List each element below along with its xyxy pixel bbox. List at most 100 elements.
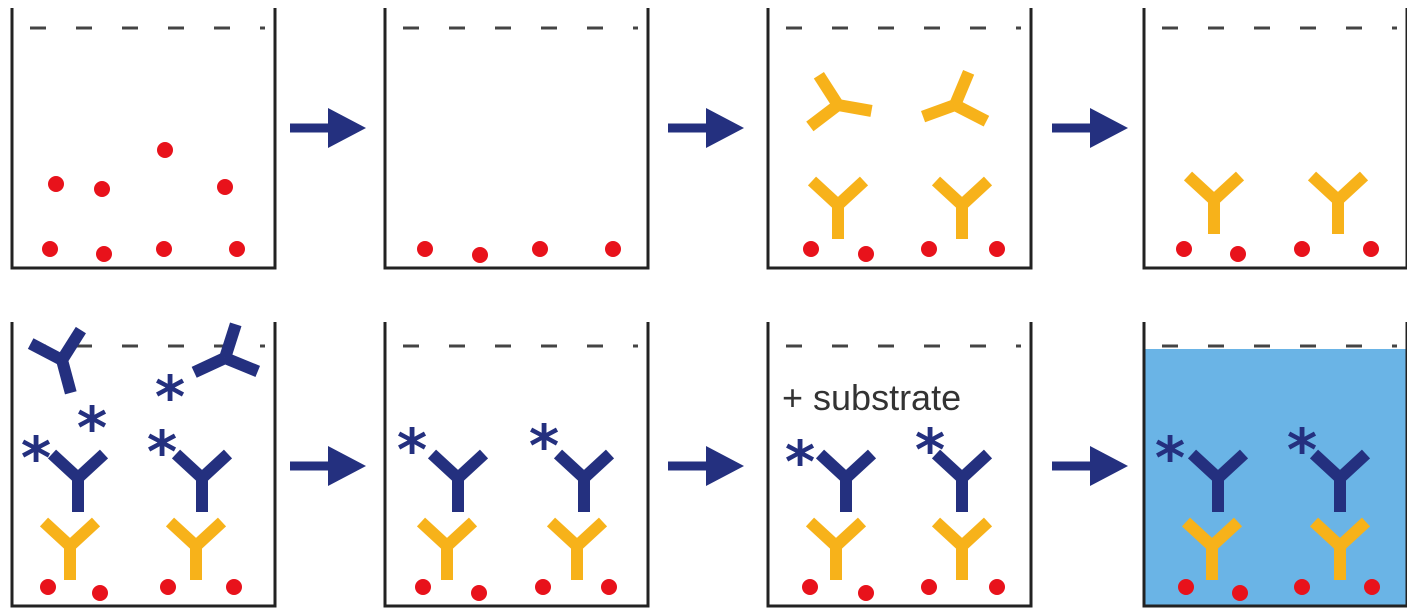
step-arrow [290,446,366,486]
well-outline [766,8,1033,270]
enzyme-asterisk: * [21,424,51,492]
enzyme-asterisk: * [147,418,177,486]
antibody-arm-left [806,100,842,132]
arrows-layer [290,108,1128,486]
antigen-dot [1230,246,1246,262]
secondary-antibody-bound [427,449,489,512]
well-row2-col3 [766,322,1033,608]
antigen-dot [989,579,1005,595]
antigen-dot [40,579,56,595]
primary-antibody-bound [807,176,869,239]
primary-antibody-bound [1307,171,1369,234]
antigen-dot [1294,579,1310,595]
antigen-dot [858,585,874,601]
well-row1-col4 [1142,8,1407,270]
enzyme-asterisk: * [155,363,185,431]
enzyme-asterisk: * [397,416,427,484]
wells-layer [10,8,1407,608]
antibody-arm-left [39,517,75,551]
arrow-head [328,446,366,486]
well-row2-col4 [1142,322,1407,608]
antigen-dot [605,241,621,257]
antigen-dot [921,241,937,257]
antigen-dot [1232,585,1248,601]
antigen-dot [535,579,551,595]
antigen-dot [601,579,617,595]
antibody-stem [920,99,958,123]
antibody-arm-left [805,517,841,551]
step-arrow [668,446,744,486]
antibody-arm-left [165,517,201,551]
antigen-dot [217,179,233,195]
well-row1-col2 [383,8,650,270]
antibody-arm-left [1309,517,1345,551]
antibody-arm-right [1335,449,1371,483]
antigen-dot [92,585,108,601]
antibody-arm-left [1309,449,1345,483]
antibody-arm-left [416,517,452,551]
primary-antibody-free [806,71,873,132]
well-outline [383,322,650,608]
antigen-dot [1178,579,1194,595]
substrate-label: + substrate [782,377,961,418]
antibody-arm-left [949,70,975,108]
well-outline [10,8,277,270]
primary-antibody-bound [931,176,993,239]
antibody-arm-right [453,449,489,483]
antibody-arm-left [931,517,967,551]
well-outline [1142,322,1407,608]
antibody-arm-left [553,449,589,483]
primary-antibody-bound [1309,517,1371,580]
antibody-arm-right [1209,171,1245,205]
enzyme-asterisk: * [785,428,815,496]
primary-antibody-bound [546,517,608,580]
primary-antibody-bound [931,517,993,580]
primary-antibody-bound [39,517,101,580]
antigen-dot [858,246,874,262]
antigen-dot [472,247,488,263]
antigen-dot [803,241,819,257]
antibody-arm-right [442,517,478,551]
antibody-arm-left [1181,517,1217,551]
enzyme-asterisk: * [77,394,107,462]
antibody-arm-right [191,517,227,551]
antibody-arm-left [931,449,967,483]
primary-antibody-bound [1183,171,1245,234]
antibody-arm-left [546,517,582,551]
enzyme-asterisk: * [915,416,945,484]
antibody-stem [836,99,873,117]
antibody-arm-right [65,517,101,551]
antibody-arm-right [1335,517,1371,551]
well-row1-col3 [766,8,1033,270]
antibody-arm-left [1307,171,1343,205]
antigen-dot [226,579,242,595]
substrate-fill [1144,349,1407,606]
antibody-arm-right [56,326,86,364]
antibody-arm-left [427,449,463,483]
antibody-arm-right [1213,449,1249,483]
well-row2-col2 [383,322,650,608]
items-layer: * ** * * * * * * * [21,70,1380,601]
antibody-arm-right [572,517,608,551]
well-outline [766,322,1033,608]
antibody-arm-left [1187,449,1223,483]
antibody-arm-right [1333,171,1369,205]
antigen-dot [94,181,110,197]
antigen-dot [1364,579,1380,595]
secondary-antibody-free [191,322,261,378]
antibody-arm-right [197,449,233,483]
well-outline [383,8,650,270]
arrow-head [706,446,744,486]
secondary-antibody-bound [47,449,109,512]
antigen-dot [532,241,548,257]
antigen-dot [157,142,173,158]
secondary-antibody-bound [1309,449,1371,512]
antibody-arm-left [1183,171,1219,205]
primary-antibody-bound [805,517,867,580]
antigen-dot [802,579,818,595]
well-outline [10,322,277,608]
antibody-arm-right [833,176,869,210]
step-arrow [668,108,744,148]
antibody-arm-left [815,449,851,483]
step-arrow [1052,108,1128,148]
